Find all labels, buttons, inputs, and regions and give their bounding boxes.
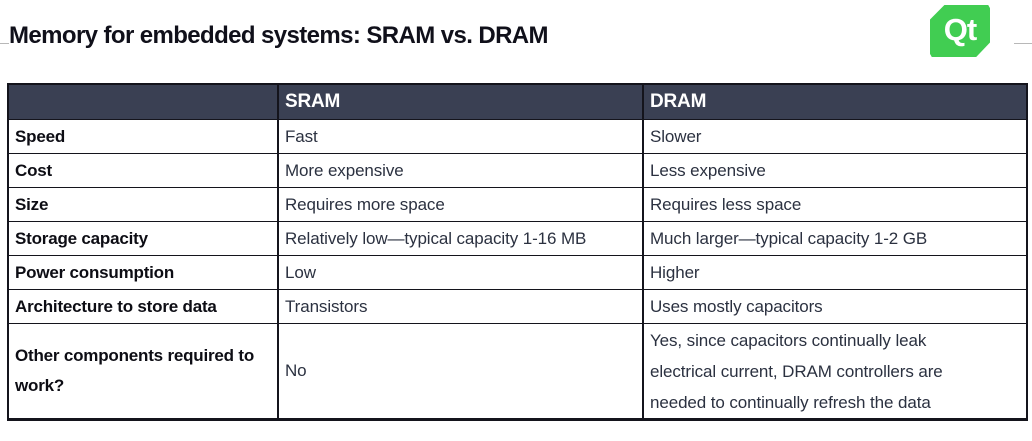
left-edge-divider-fragment [0, 43, 9, 44]
sram-cell: Relatively low—typical capacity 1-16 MB [277, 221, 644, 256]
header-cell-sram: SRAM [277, 83, 644, 120]
row-label: Storage capacity [7, 221, 279, 256]
sram-cell: No [277, 323, 644, 420]
comparison-table-body: Speed Fast Slower Cost More expensive Less ex… [7, 119, 1028, 420]
table-row: Other components required to work? No Yes,… [7, 323, 1028, 420]
row-label: Other components required to work? [7, 323, 279, 420]
dram-cell: Much larger—typical capacity 1-2 GB [642, 221, 1028, 256]
table-row: Speed Fast Slower [7, 119, 1028, 154]
dram-cell: Less expensive [642, 153, 1028, 188]
header-cell-blank [7, 83, 279, 120]
sram-cell: Requires more space [277, 187, 644, 222]
dram-cell: Uses mostly capacitors [642, 289, 1028, 324]
comparison-table: SRAM DRAM Speed Fast Slower Cost More expens… [7, 83, 1028, 421]
qt-logo: Qt [930, 5, 990, 57]
qt-logo-text: Qt [943, 11, 977, 47]
row-label: Power consumption [7, 255, 279, 290]
sram-cell: More expensive [277, 153, 644, 188]
sram-cell: Transistors [277, 289, 644, 324]
row-label: Speed [7, 119, 279, 154]
sram-cell: Low [277, 255, 644, 290]
dram-cell: Higher [642, 255, 1028, 290]
table-row: Storage capacity Relatively low—typical c… [7, 221, 1028, 256]
header-cell-dram: DRAM [642, 83, 1028, 120]
right-edge-divider-fragment [1014, 43, 1032, 44]
row-label: Architecture to store data [7, 289, 279, 324]
table-row: Size Requires more space Requires less spa… [7, 187, 1028, 222]
sram-cell: Fast [277, 119, 644, 154]
dram-cell: Requires less space [642, 187, 1028, 222]
row-label: Cost [7, 153, 279, 188]
page-title: Memory for embedded systems: SRAM vs. DR… [9, 22, 549, 50]
table-row: Architecture to store data Transistors Use… [7, 289, 1028, 324]
table-row: Cost More expensive Less expensive [7, 153, 1028, 188]
header-row: SRAM DRAM [7, 83, 1028, 120]
dram-cell: Yes, since capacitors continually leak e… [642, 323, 1028, 420]
comparison-table-header: SRAM DRAM [7, 83, 1028, 120]
dram-cell: Slower [642, 119, 1028, 154]
row-label: Size [7, 187, 279, 222]
table-row: Power consumption Low Higher [7, 255, 1028, 290]
